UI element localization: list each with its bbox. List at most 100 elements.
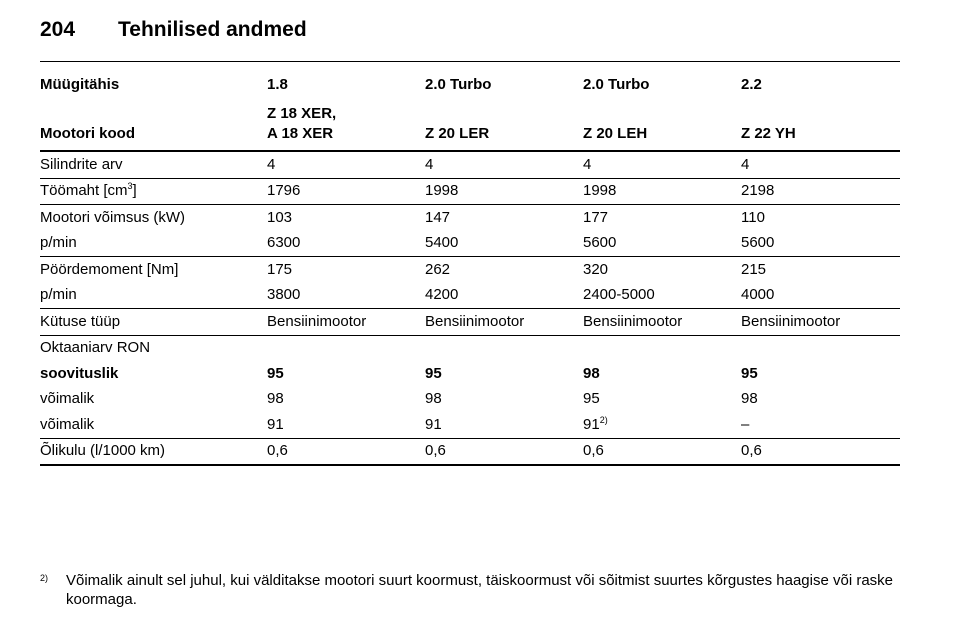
table-cell: Pöördemoment [Nm] [40, 260, 267, 280]
cell-text: 95 [267, 364, 284, 382]
table-cell: 98 [741, 389, 899, 409]
cell-text: 1998 [583, 182, 617, 200]
cell-text: 4000 [741, 286, 775, 304]
table-cell: 2400-5000 [583, 285, 741, 305]
table-cell: Silindrite arv [40, 155, 267, 175]
cell-text: 1.8 [267, 76, 288, 93]
cell-text: 0,6 [267, 442, 288, 460]
cell-text: 0,6 [583, 442, 604, 460]
cell-text: p/min [40, 286, 77, 304]
cell-text: 95 [583, 390, 600, 408]
cell-text: 2.0 Turbo [583, 76, 650, 93]
table-cell: võimalik [40, 415, 267, 435]
cell-text: 110 [741, 208, 765, 226]
footnote: 2) Võimalik ainult sel juhul, kui väldit… [40, 571, 900, 609]
cell-text: 91 [267, 415, 284, 433]
cell-text: 2.0 Turbo [425, 76, 492, 93]
table-row: võimalik 91 91 912) – [40, 412, 900, 438]
table-cell: Bensiinimootor [267, 312, 425, 332]
cell-text: 262 [425, 260, 451, 278]
cell-text: 4200 [425, 286, 459, 304]
table-row: soovituslik 95 95 98 95 [40, 361, 900, 387]
cell-text: 175 [267, 260, 293, 278]
table-cell: 103 [267, 208, 425, 228]
table-row: võimalik 98 98 95 98 [40, 387, 900, 413]
footnote-text: Võimalik ainult sel juhul, kui välditaks… [66, 572, 894, 608]
cell-text: Mootori võimsus (kW) [40, 208, 186, 226]
table-cell: Mootori kood [40, 124, 267, 144]
row-group: Oktaaniarv RON soovituslik 95 95 98 95 võimali… [40, 336, 900, 439]
table-cell: 177 [583, 208, 741, 228]
table-row: Müügitähis 1.8 2.0 Turbo 2.0 Turbo 2.2 [40, 75, 900, 95]
cell-text: 91 [583, 415, 600, 433]
page-title: Tehnilised andmed [118, 18, 307, 41]
table-cell: 0,6 [267, 441, 425, 461]
table-cell: 98 [267, 389, 425, 409]
cell-text: 95 [425, 364, 442, 382]
table-cell: Müügitähis [40, 75, 267, 95]
table-cell: Bensiinimootor [741, 312, 899, 332]
table-cell: Bensiinimootor [425, 312, 583, 332]
cell-text: 98 [267, 390, 284, 408]
table-row: Oktaaniarv RON [40, 336, 900, 362]
cell-text: 4 [267, 155, 276, 173]
table-row: p/min 3800 4200 2400-5000 4000 [40, 283, 900, 309]
table-cell: Kütuse tüüp [40, 312, 267, 332]
cell-text: p/min [40, 234, 77, 252]
cell-text: Mootori kood [40, 125, 135, 142]
cell-text: Silindrite arv [40, 155, 123, 173]
cell-text: 5600 [583, 234, 617, 252]
cell-text: Oktaaniarv RON [40, 339, 151, 357]
table-cell: Bensiinimootor [583, 312, 741, 332]
cell-text: Z 22 YH [741, 125, 796, 142]
cell-text: 1998 [425, 182, 459, 200]
table-cell: 1796 [267, 181, 425, 201]
cell-text: 6300 [267, 234, 301, 252]
table-cell: 0,6 [741, 441, 899, 461]
table-cell: p/min [40, 285, 267, 305]
row-group: Kütuse tüüp Bensiinimootor Bensiinimootor B… [40, 309, 900, 336]
table-cell: Õlikulu (l/1000 km) [40, 441, 267, 461]
cell-text: 4 [741, 155, 750, 173]
table-row: Pöördemoment [Nm] 175 262 320 215 [40, 257, 900, 283]
table-cell: 95 [583, 389, 741, 409]
cell-text: 98 [425, 390, 442, 408]
cell-text: 0,6 [425, 442, 446, 460]
cell-text: Kütuse tüüp [40, 312, 121, 330]
cell-line: A 18 XER [267, 125, 334, 142]
cell-text: Pöördemoment [Nm] [40, 260, 179, 278]
table-cell: 5600 [583, 233, 741, 253]
superscript: 3 [127, 181, 133, 192]
cell-text: ] [132, 182, 137, 200]
table-row: Silindrite arv 4 4 4 4 [40, 152, 900, 178]
table-cell: 1998 [583, 181, 741, 201]
row-group: Mootori võimsus (kW) 103 147 177 110 p/min 630… [40, 205, 900, 257]
cell-text: 91 [425, 415, 442, 433]
cell-text: Õlikulu (l/1000 km) [40, 442, 166, 460]
table-cell: 91 [425, 415, 583, 435]
table-cell: 215 [741, 260, 899, 280]
table-cell: 262 [425, 260, 583, 280]
table-cell: 4200 [425, 285, 583, 305]
table-cell: 2198 [741, 181, 899, 201]
table-cell: 0,6 [425, 441, 583, 461]
cell-text: 103 [267, 208, 293, 226]
table-cell: – [741, 415, 899, 435]
table-cell: 95 [741, 364, 899, 384]
table-row: Töömaht [cm3] 1796 1998 1998 2198 [40, 179, 900, 205]
cell-text: Bensiinimootor [741, 312, 841, 330]
table-cell: 4 [583, 155, 741, 175]
cell-text: 4 [583, 155, 592, 173]
row-group: Töömaht [cm3] 1796 1998 1998 2198 [40, 179, 900, 205]
table-cell: Z 22 YH [741, 124, 899, 144]
table-cell: p/min [40, 233, 267, 253]
cell-text: 98 [741, 390, 758, 408]
row-group: Pöördemoment [Nm] 175 262 320 215 p/min 3800 42… [40, 257, 900, 309]
cell-text: Bensiinimootor [425, 312, 525, 330]
cell-text: Z 20 LEH [583, 125, 648, 142]
table-cell: 4 [267, 155, 425, 175]
table-cell: 4000 [741, 285, 899, 305]
table-cell: 912) [583, 415, 741, 435]
cell-text: Bensiinimootor [583, 312, 683, 330]
